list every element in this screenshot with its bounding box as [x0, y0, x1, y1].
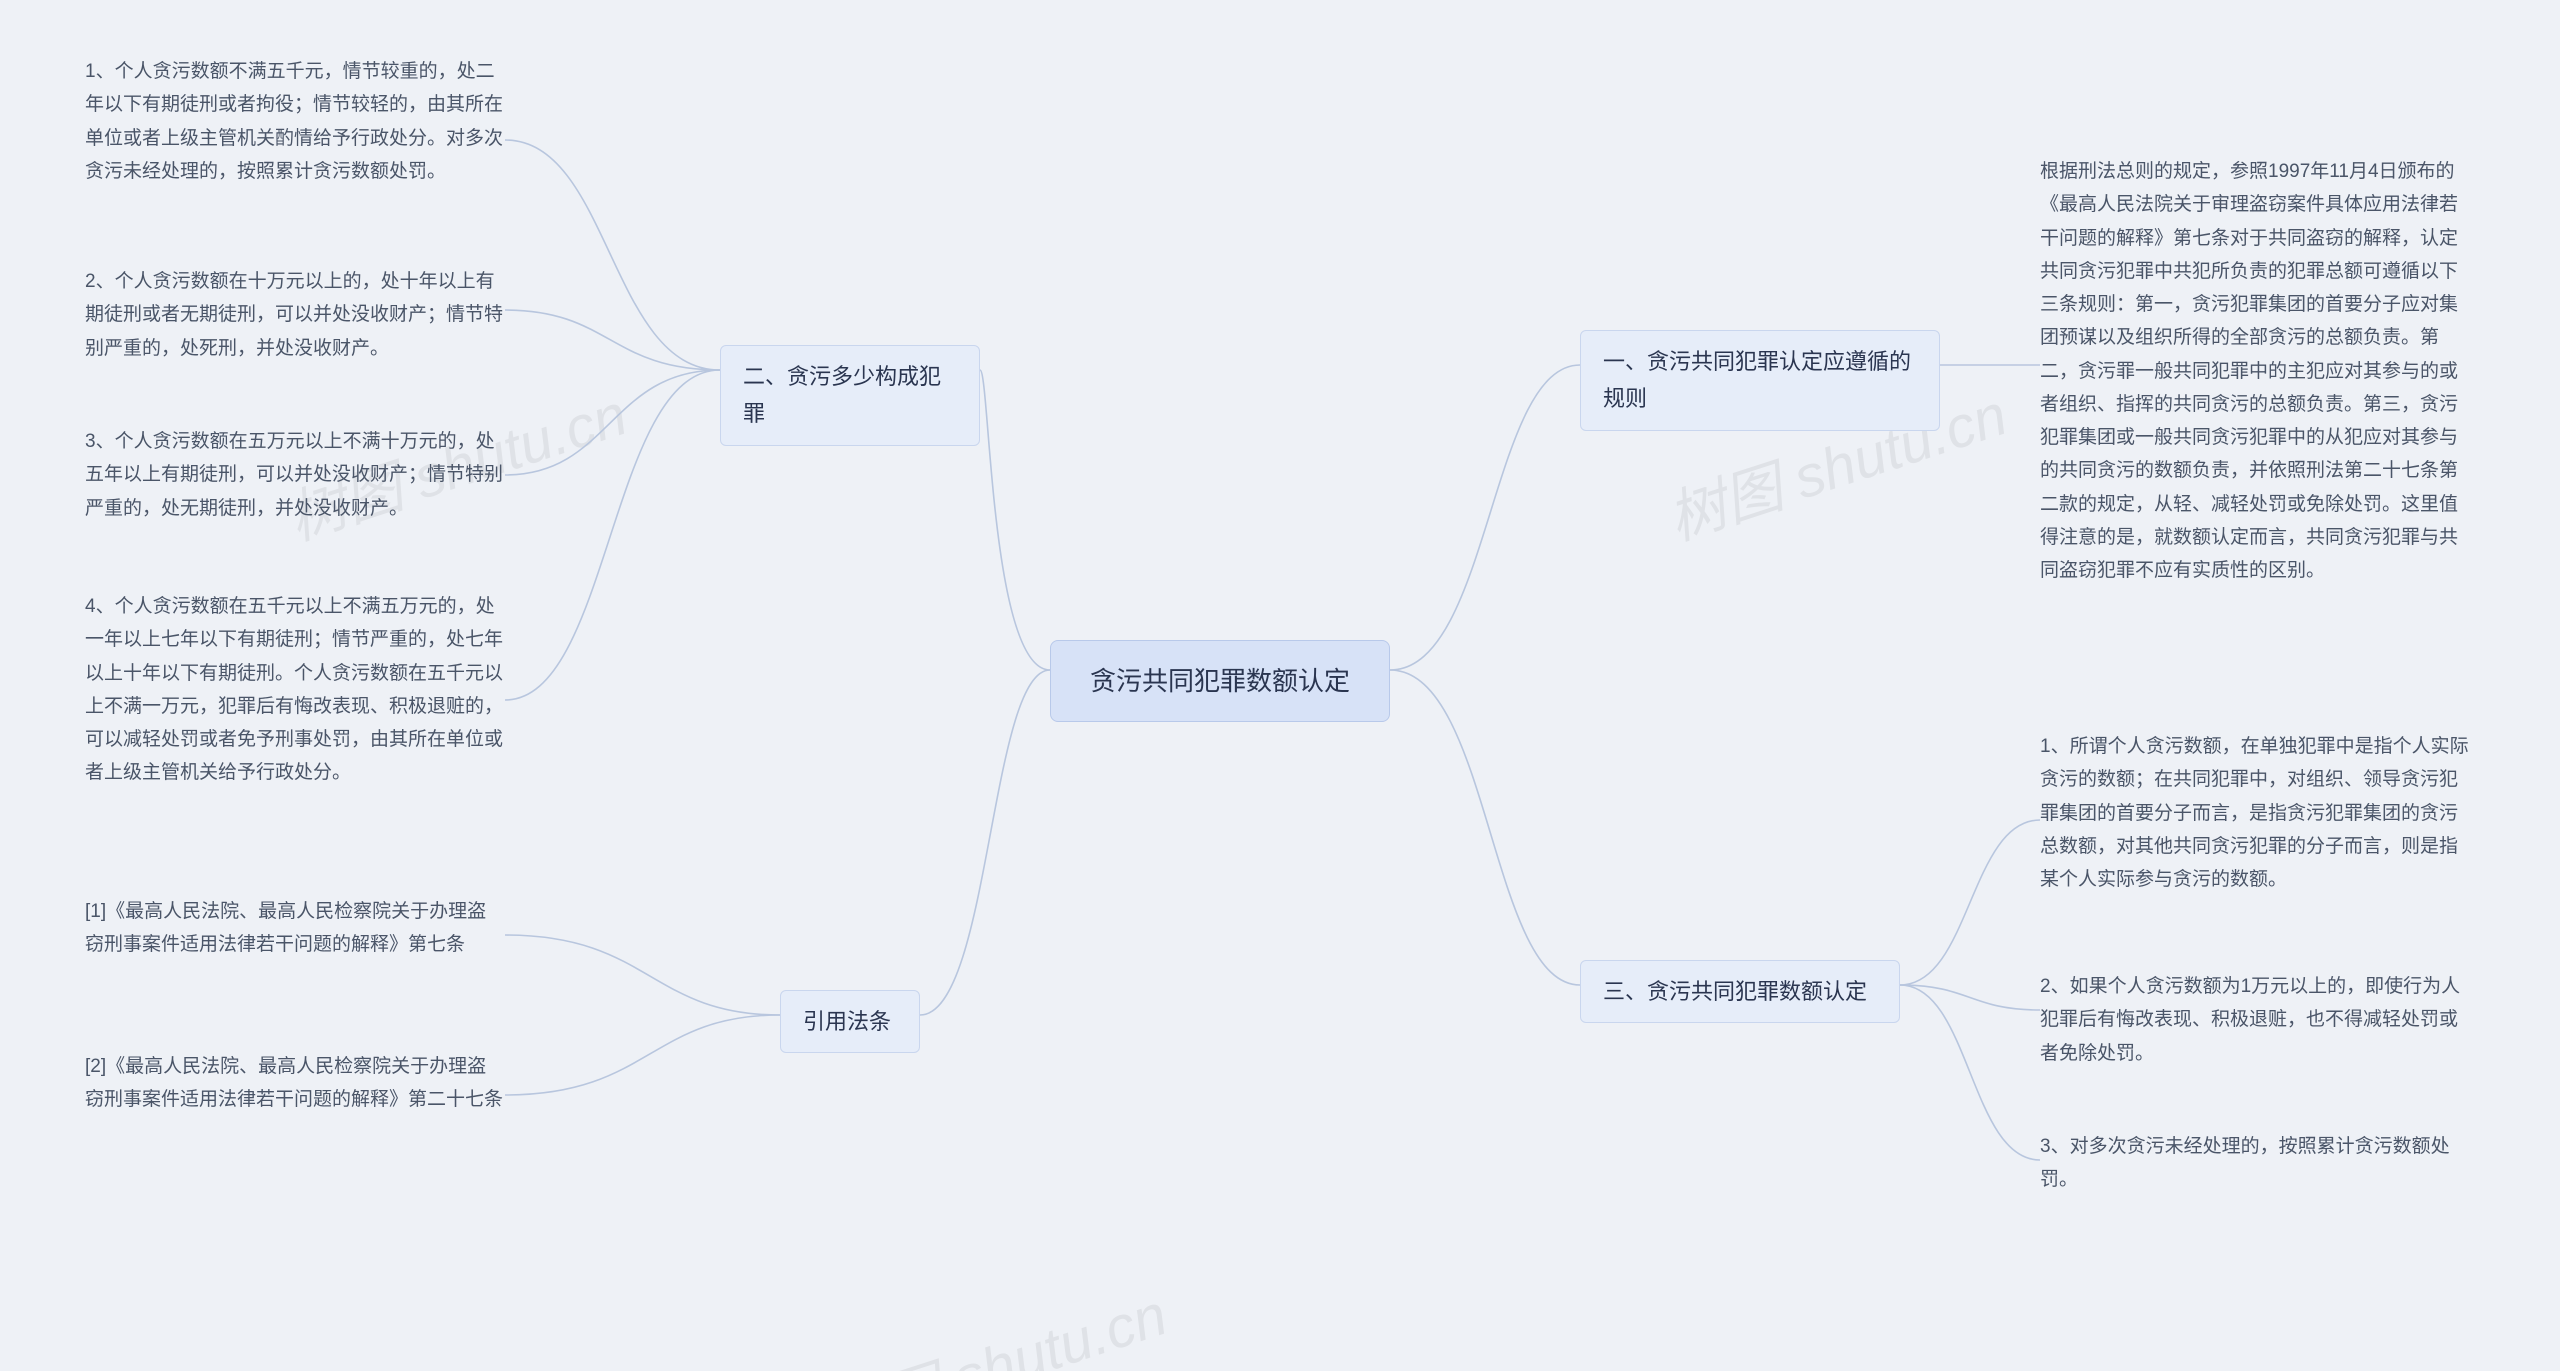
leaf-l1-0: 1、个人贪污数额不满五千元，情节较重的，处二年以下有期徒刑或者拘役；情节较轻的，… — [85, 55, 505, 188]
leaf-r2-1: 2、如果个人贪污数额为1万元以上的，即使行为人犯罪后有悔改表现、积极退赃，也不得… — [2040, 970, 2470, 1070]
branch-l1[interactable]: 二、贪污多少构成犯罪 — [720, 345, 980, 446]
watermark: 树图 shutu.cn — [816, 1268, 1176, 1371]
leaf-l2-1: [2]《最高人民法院、最高人民检察院关于办理盗窃刑事案件适用法律若干问题的解释》… — [85, 1050, 505, 1117]
branch-l2[interactable]: 引用法条 — [780, 990, 920, 1053]
root-node[interactable]: 贪污共同犯罪数额认定 — [1050, 640, 1390, 722]
leaf-r1-0: 根据刑法总则的规定，参照1997年11月4日颁布的《最高人民法院关于审理盗窃案件… — [2040, 155, 2470, 587]
branch-r1[interactable]: 一、贪污共同犯罪认定应遵循的规则 — [1580, 330, 1940, 431]
leaf-l2-0: [1]《最高人民法院、最高人民检察院关于办理盗窃刑事案件适用法律若干问题的解释》… — [85, 895, 505, 962]
leaf-l1-2: 3、个人贪污数额在五万元以上不满十万元的，处五年以上有期徒刑，可以并处没收财产；… — [85, 425, 505, 525]
branch-r2[interactable]: 三、贪污共同犯罪数额认定 — [1580, 960, 1900, 1023]
leaf-r2-2: 3、对多次贪污未经处理的，按照累计贪污数额处罚。 — [2040, 1130, 2470, 1197]
leaf-l1-3: 4、个人贪污数额在五千元以上不满五万元的，处一年以上七年以下有期徒刑；情节严重的… — [85, 590, 505, 790]
leaf-l1-1: 2、个人贪污数额在十万元以上的，处十年以上有期徒刑或者无期徒刑，可以并处没收财产… — [85, 265, 505, 365]
leaf-r2-0: 1、所谓个人贪污数额，在单独犯罪中是指个人实际贪污的数额；在共同犯罪中，对组织、… — [2040, 730, 2470, 896]
